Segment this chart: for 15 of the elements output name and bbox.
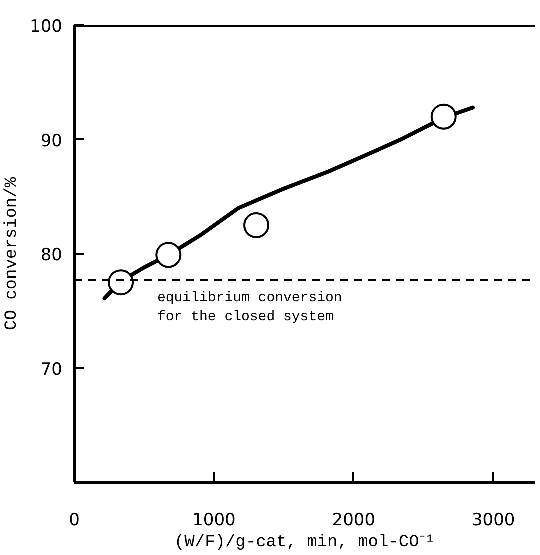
point <box>430 104 457 130</box>
point <box>244 212 270 238</box>
x-tick-label: 0 <box>69 510 80 530</box>
y-tick-label: 90 <box>40 131 63 152</box>
y-tick-label: 80 <box>40 246 63 266</box>
point <box>156 242 182 268</box>
y-tick-label: 100 <box>30 17 63 37</box>
ref-line-label: equilibrium conversion for the closed system <box>157 290 342 326</box>
x-tick-label: 1000 <box>192 510 236 530</box>
point <box>108 270 134 296</box>
y-axis-title: CO conversion/% <box>3 176 22 331</box>
y-tick-label: 70 <box>40 360 63 380</box>
x-tick-label: 2000 <box>332 510 376 530</box>
x-axis-title: (W/F)/g-cat, min, mol-CO⁻¹ <box>174 534 436 552</box>
x-tick-label: 3000 <box>472 510 516 530</box>
